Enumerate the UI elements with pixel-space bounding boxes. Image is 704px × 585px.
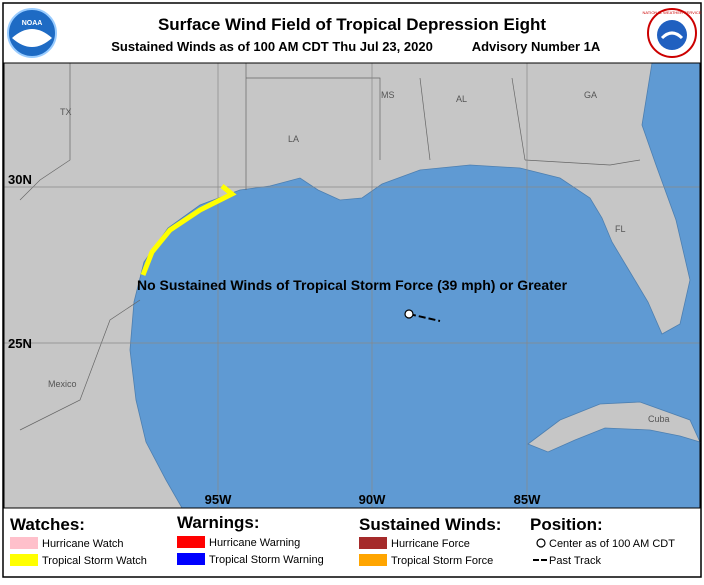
noaa-logo: NOAA <box>7 8 57 58</box>
legend-item: Past Track <box>549 555 601 567</box>
tropical-storm-watch-coast <box>140 184 237 276</box>
past-track <box>408 313 441 322</box>
map: TX LA MS AL GA FL Mexico Cuba 30N 25N 95… <box>4 62 701 509</box>
longitude-label: 90W <box>359 492 386 507</box>
longitude-label: 95W <box>205 492 232 507</box>
legend-item: Hurricane Warning <box>209 537 300 549</box>
legend-item: Tropical Storm Force <box>391 555 493 567</box>
storm-center <box>404 309 414 319</box>
swatch <box>177 536 205 548</box>
legend-item: Hurricane Force <box>391 538 470 550</box>
legend-item: Tropical Storm Warning <box>209 554 324 566</box>
legend-item: Center as of 100 AM CDT <box>549 538 675 550</box>
legend-title: Watches: <box>10 515 85 534</box>
graticule <box>4 63 700 508</box>
latitude-label: 25N <box>8 336 32 351</box>
legend-item: Hurricane Watch <box>42 538 124 550</box>
swatch <box>359 554 387 566</box>
latitude-label: 30N <box>8 172 32 187</box>
longitude-label: 85W <box>514 492 541 507</box>
annotation: No Sustained Winds of Tropical Storm For… <box>137 277 568 293</box>
region-label: TX <box>60 107 72 117</box>
borders <box>19 63 641 431</box>
legend-title: Position: <box>530 515 603 534</box>
logo-text: NATIONAL WEATHER SERVICE <box>643 10 702 15</box>
region-label: FL <box>615 224 626 234</box>
swatch <box>10 554 38 566</box>
cuba <box>527 401 701 453</box>
frame <box>2 2 702 578</box>
legend: Watches: Hurricane Watch Tropical Storm … <box>10 513 675 567</box>
water <box>129 62 701 509</box>
nws-logo: NATIONAL WEATHER SERVICE <box>643 8 702 58</box>
region-label: LA <box>288 134 299 144</box>
advisory: Advisory Number 1A <box>472 39 601 54</box>
region-label: AL <box>456 94 467 104</box>
subtitle: Sustained Winds as of 100 AM CDT Thu Jul… <box>111 39 433 54</box>
title: Surface Wind Field of Tropical Depressio… <box>158 15 546 34</box>
region-label: GA <box>584 90 597 100</box>
map-border <box>3 62 701 509</box>
legend-title: Sustained Winds: <box>359 515 501 534</box>
swatch <box>10 537 38 549</box>
region-label: Cuba <box>648 414 670 424</box>
region-label: Mexico <box>48 379 77 389</box>
swatch <box>536 538 546 548</box>
legend-item: Tropical Storm Watch <box>42 555 147 567</box>
logo-text: NOAA <box>22 20 43 27</box>
legend-title: Warnings: <box>177 513 259 532</box>
swatch <box>359 537 387 549</box>
swatch <box>177 553 205 565</box>
region-label: MS <box>381 90 395 100</box>
